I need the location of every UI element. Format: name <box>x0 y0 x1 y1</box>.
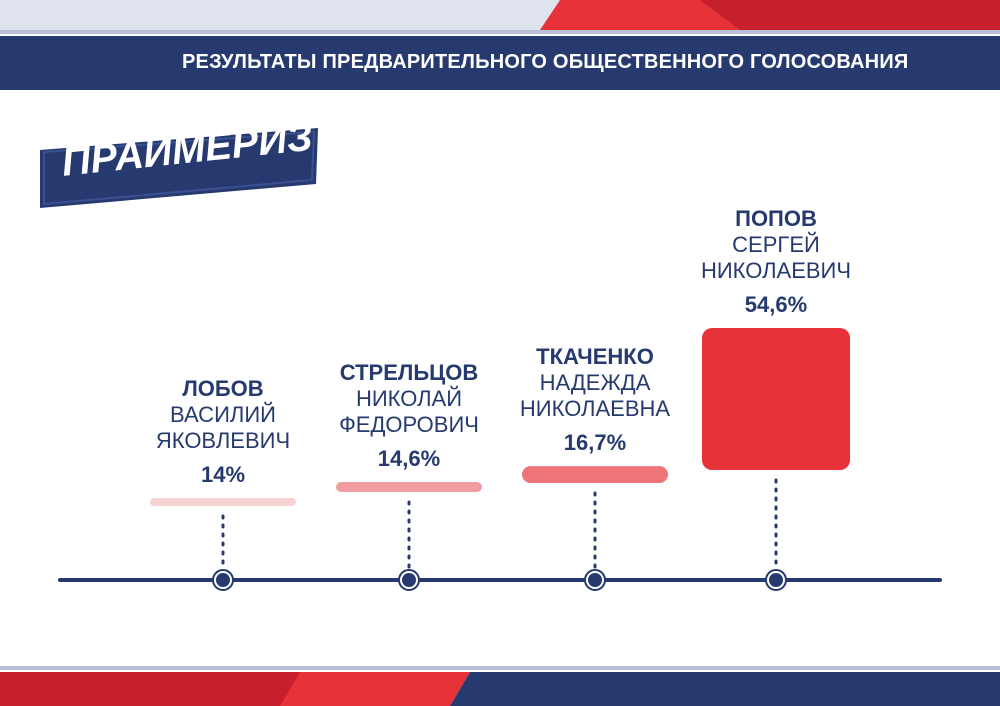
header-band <box>0 0 1000 92</box>
data-label-4: 54,6% <box>745 292 807 317</box>
axis-node-core-1 <box>216 573 230 587</box>
axis-node-core-2 <box>402 573 416 587</box>
data-label-2: 14,6% <box>378 446 440 471</box>
footer-band <box>0 662 1000 706</box>
bar-2 <box>336 482 482 492</box>
page-title: РЕЗУЛЬТАТЫ ПРЕДВАРИТЕЛЬНОГО ОБЩЕСТВЕННОГ… <box>182 51 909 73</box>
bar-3 <box>522 466 668 483</box>
bar-4 <box>702 328 850 470</box>
candidate-name-line1-4: СЕРГЕЙ <box>732 232 820 257</box>
primaries-badge <box>40 128 318 208</box>
candidate-name-line1-1: ВАСИЛИЙ <box>170 402 276 427</box>
candidate-name-line1-2: НИКОЛАЙ <box>356 386 462 411</box>
axis-node-core-3 <box>588 573 602 587</box>
candidate-surname-1: ЛОБОВ <box>182 376 263 401</box>
candidate-surname-2: СТРЕЛЬЦОВ <box>340 360 478 385</box>
data-label-1: 14% <box>201 462 245 487</box>
candidate-name-line2-4: НИКОЛАЕВИЧ <box>701 258 851 283</box>
candidate-name-line1-3: НАДЕЖДА <box>540 370 651 395</box>
candidate-name-line2-3: НИКОЛАЕВНА <box>520 396 670 421</box>
candidate-surname-4: ПОПОВ <box>735 206 817 231</box>
candidate-surname-3: ТКАЧЕНКО <box>536 344 654 369</box>
bar-1 <box>150 498 296 506</box>
candidate-name-line2-1: ЯКОВЛЕВИЧ <box>156 428 290 453</box>
data-label-3: 16,7% <box>564 430 626 455</box>
axis-node-core-4 <box>769 573 783 587</box>
candidate-name-line2-2: ФЕДОРОВИЧ <box>339 412 479 437</box>
